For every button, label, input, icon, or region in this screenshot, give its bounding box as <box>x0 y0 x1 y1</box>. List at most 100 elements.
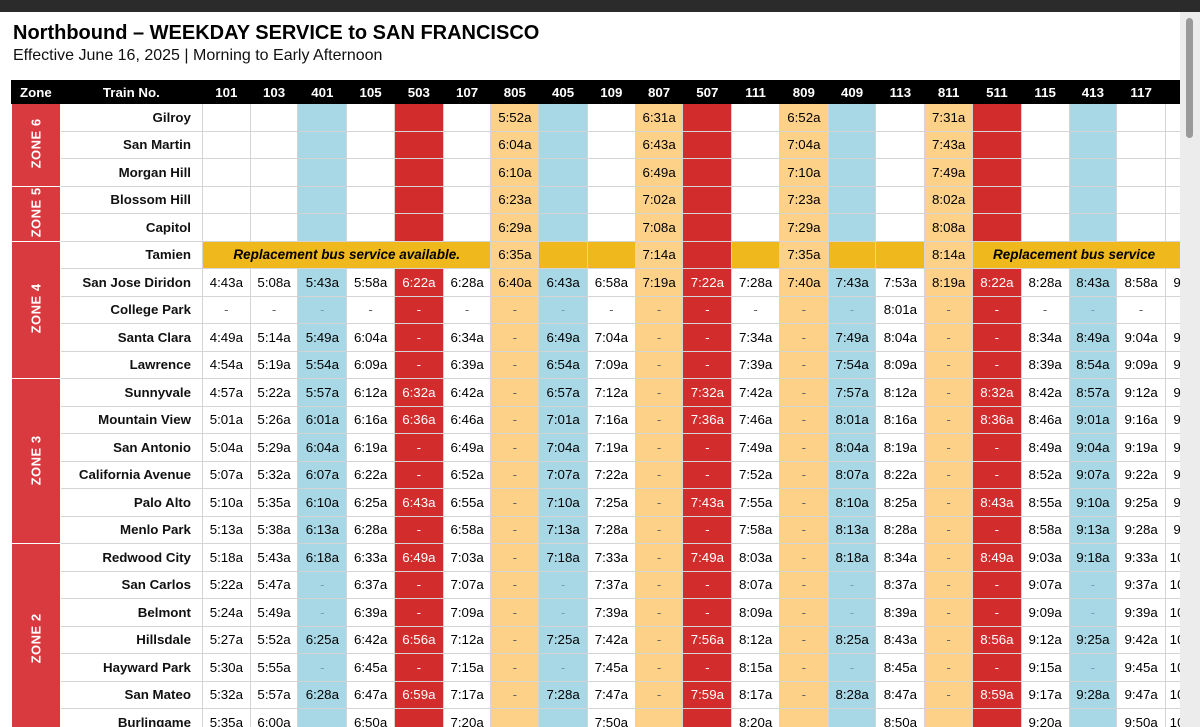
time-cell: - <box>1068 598 1118 627</box>
scrollbar-thumb[interactable] <box>1186 18 1193 138</box>
time-cell: - <box>634 515 684 544</box>
page-subtitle: Effective June 16, 2025 | Morning to Ear… <box>13 47 383 64</box>
time-cell <box>972 708 1022 727</box>
departure-time: 9:37a <box>1124 577 1158 593</box>
time-cell: 6:23a <box>490 185 540 214</box>
no-stop-dash: - <box>753 302 758 318</box>
time-cell: - <box>682 433 733 462</box>
time-cell: 6:36a <box>393 405 444 434</box>
time-cell <box>827 185 877 214</box>
time-cell <box>1068 185 1118 214</box>
time-cell: - <box>827 598 877 627</box>
departure-time: 9:07a <box>1028 577 1062 593</box>
departure-time: 6:58a <box>450 522 484 538</box>
time-cell: - <box>778 488 829 517</box>
departure-time: 8:34a <box>1028 329 1062 345</box>
time-cell <box>346 158 395 187</box>
time-cell <box>538 130 588 159</box>
departure-time: 7:39a <box>594 604 628 620</box>
time-cell: 9:12a <box>1020 625 1070 654</box>
time-cell: - <box>778 598 829 627</box>
time-cell <box>827 213 877 242</box>
departure-time: 9:01a <box>1076 412 1110 428</box>
time-cell: 7:56a <box>682 625 733 654</box>
time-cell: 8:17a <box>731 680 780 709</box>
time-cell <box>1116 213 1167 242</box>
time-cell <box>1165 103 1180 132</box>
time-cell: 8:47a <box>875 680 926 709</box>
departure-time: 7:37a <box>594 577 628 593</box>
departure-time: 6:43a <box>546 274 580 290</box>
time-cell: - <box>634 323 684 352</box>
train-number-115: 115 <box>1020 80 1070 104</box>
departure-time: 5:22a <box>209 577 243 593</box>
departure-time: 6:42a <box>450 384 484 400</box>
departure-time: 7:56a <box>690 632 724 648</box>
departure-time: 8:09a <box>883 357 918 373</box>
departure-time: 6:56a <box>402 632 436 648</box>
no-stop-dash: - <box>416 467 422 483</box>
train-number-413: 413 <box>1068 80 1118 104</box>
time-cell: 9:55a <box>1165 488 1180 517</box>
no-stop-dash: - <box>801 384 807 400</box>
no-stop-dash: - <box>946 412 951 428</box>
time-cell: 5:19a <box>249 350 299 379</box>
time-cell: 6:56a <box>393 625 444 654</box>
time-cell: 6:18a <box>297 543 348 572</box>
no-stop-dash: - <box>656 522 662 538</box>
time-cell: 7:13a <box>538 515 588 544</box>
no-stop-dash: - <box>946 577 951 593</box>
departure-time: 10:03a <box>1169 549 1180 565</box>
departure-time: 8:22a <box>883 467 918 483</box>
time-cell: 5:35a <box>249 488 299 517</box>
vertical-scrollbar[interactable] <box>1180 12 1200 727</box>
time-cell: - <box>972 570 1022 599</box>
time-cell <box>297 130 348 159</box>
departure-time: 5:49a <box>257 604 291 620</box>
time-cell: - <box>538 570 588 599</box>
departure-time: 6:13a <box>305 522 339 538</box>
departure-time: 4:43a <box>209 274 243 290</box>
time-cell: 6:49a <box>634 158 684 187</box>
no-stop-dash: - <box>416 659 422 675</box>
station-name: Capitol <box>59 213 203 242</box>
time-cell: 6:42a <box>346 625 395 654</box>
no-stop-dash: - <box>994 329 1000 345</box>
no-stop-dash: - <box>801 687 807 703</box>
departure-time: 7:13a <box>546 522 580 538</box>
no-stop-dash: - <box>416 604 422 620</box>
time-cell: 7:16a <box>586 405 636 434</box>
departure-time: 7:49a <box>931 164 966 180</box>
time-cell: - <box>778 378 829 407</box>
time-cell <box>1068 158 1118 187</box>
time-cell <box>1020 158 1070 187</box>
time-cell: - <box>490 460 540 489</box>
time-cell: 7:45a <box>586 653 636 682</box>
no-stop-dash: - <box>560 659 566 675</box>
no-stop-dash: - <box>1138 302 1144 318</box>
time-cell: 8:09a <box>875 350 926 379</box>
time-cell: 8:02a <box>924 185 973 214</box>
time-cell: 8:07a <box>827 460 877 489</box>
station-name: Lawrence <box>59 350 203 379</box>
no-stop-dash: - <box>801 439 807 455</box>
no-stop-dash: - <box>801 577 807 593</box>
departure-time: 5:07a <box>209 467 243 483</box>
time-cell <box>875 213 926 242</box>
departure-time: 5:35a <box>257 494 291 510</box>
no-stop-dash: - <box>849 302 855 318</box>
no-stop-dash: - <box>801 604 807 620</box>
time-cell: - <box>924 543 973 572</box>
time-cell <box>827 240 877 269</box>
no-stop-dash: - <box>1090 604 1096 620</box>
time-cell <box>249 213 299 242</box>
time-cell: 8:55a <box>1020 488 1070 517</box>
departure-time: 7:32a <box>690 384 724 400</box>
departure-time: 10:20a <box>1169 714 1180 727</box>
no-stop-dash: - <box>512 604 518 620</box>
time-cell: 5:57a <box>297 378 348 407</box>
time-cell: 8:49a <box>972 543 1022 572</box>
departure-time: 5:22a <box>257 384 291 400</box>
time-cell: 9:16a <box>1116 405 1167 434</box>
time-cell: 6:58a <box>586 268 636 297</box>
